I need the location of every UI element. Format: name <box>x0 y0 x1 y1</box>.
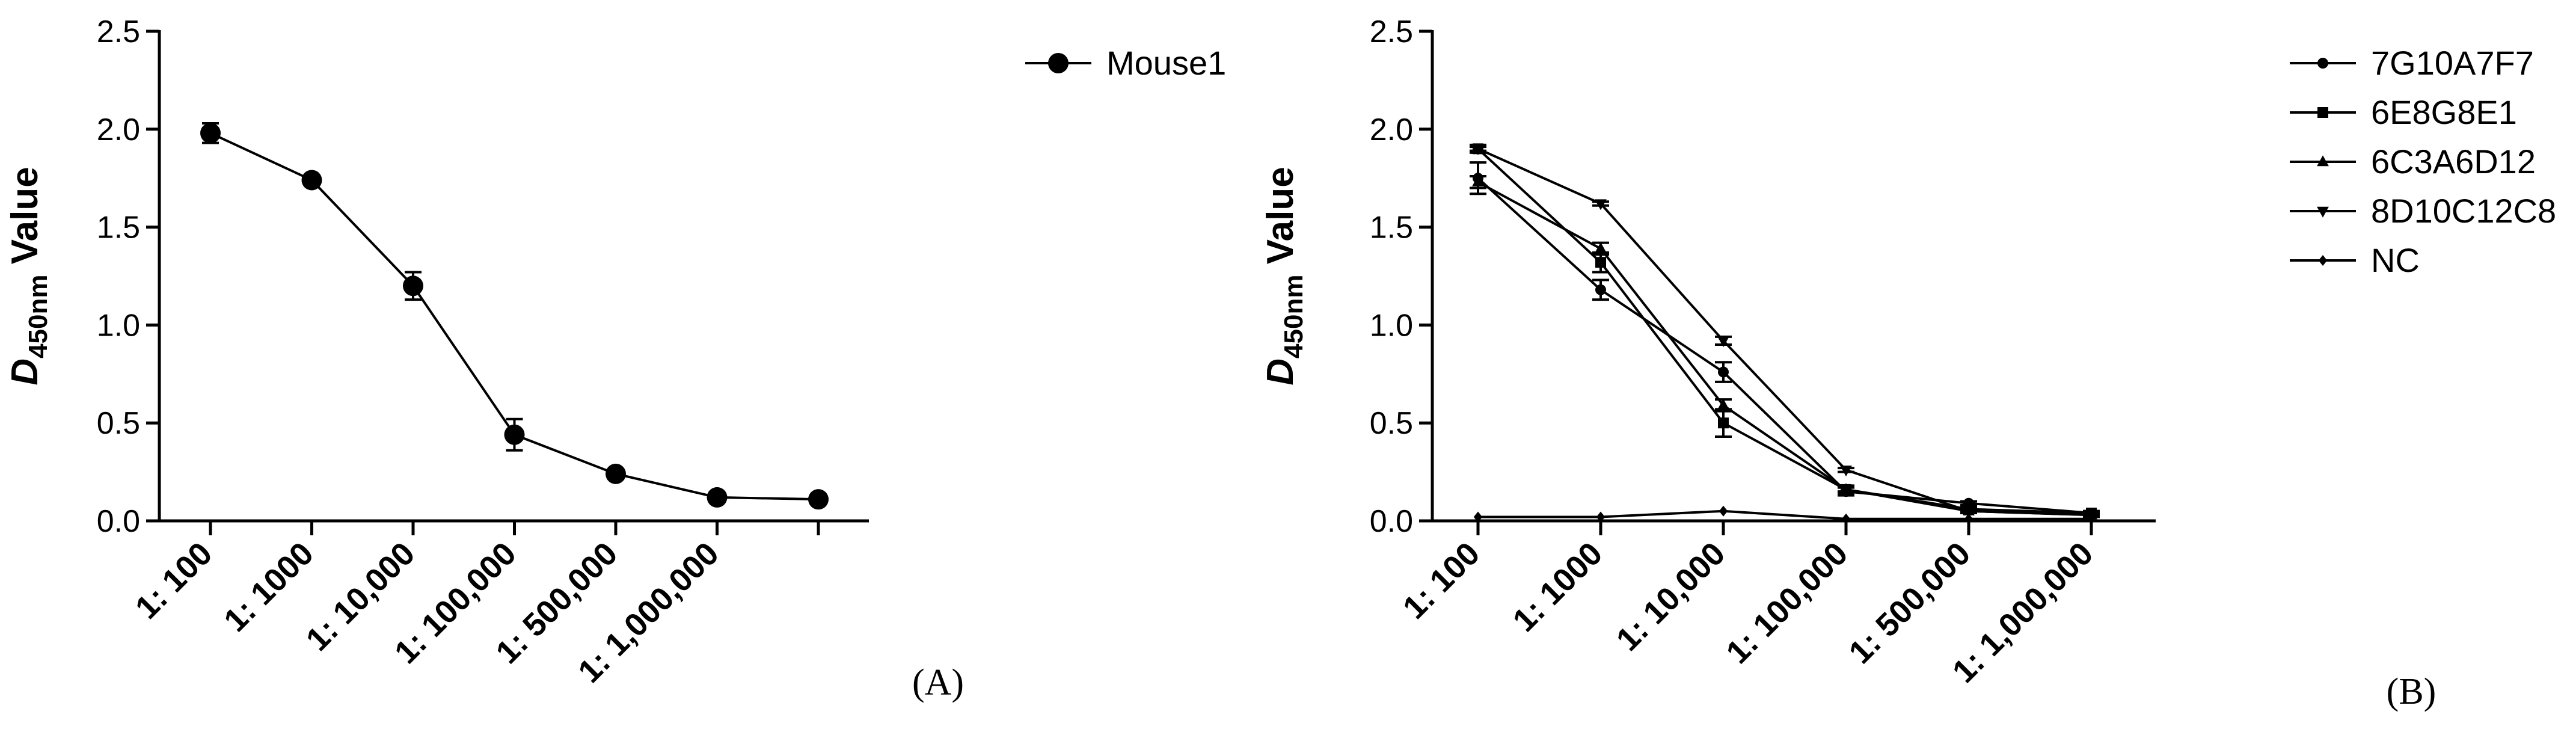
x-tick-label: 1: 1000 <box>1506 535 1610 639</box>
legend-item: NC <box>2290 241 2420 279</box>
legend-marker <box>2317 206 2329 218</box>
data-point <box>1840 466 1852 477</box>
data-point <box>1963 506 1975 518</box>
legend-label: 7G10A7F7 <box>2371 44 2534 82</box>
data-point <box>504 424 525 445</box>
data-point <box>1719 505 1728 517</box>
series-8D10C12C8 <box>1470 144 2100 522</box>
data-point <box>1964 513 1973 524</box>
y-axis-title: D450nm Value <box>1260 167 1308 385</box>
legend-label: 6E8G8E1 <box>2371 93 2517 131</box>
y-axis-title-sub: 450nm <box>1279 275 1308 358</box>
data-point <box>606 463 626 484</box>
data-point <box>1596 511 1605 523</box>
series-line <box>1477 180 2092 517</box>
y-tick-label: 0.5 <box>97 406 140 441</box>
legend-label: Mouse1 <box>1106 44 1226 82</box>
panel-label: (B) <box>2387 671 2436 712</box>
legend-marker <box>2318 255 2328 266</box>
data-point <box>808 489 829 510</box>
series-7G10A7F7 <box>1470 161 2100 518</box>
data-point <box>1595 199 1607 211</box>
legend-marker <box>1048 53 1069 73</box>
y-tick-label: 1.0 <box>1370 308 1413 343</box>
legend-item: 7G10A7F7 <box>2290 44 2534 82</box>
legend-marker <box>2317 155 2329 167</box>
y-axis-title: D450nm Value <box>4 167 53 385</box>
y-tick-label: 1.5 <box>97 211 140 245</box>
y-axis-title-main: D <box>4 358 46 386</box>
data-point <box>301 170 322 191</box>
data-point <box>707 487 728 508</box>
y-tick-label: 1.0 <box>97 308 140 343</box>
legend-marker <box>2317 58 2328 69</box>
panel-b: 0.0 0.5 1.0 1.5 2.0 2.5 1: 100 1: 1000 1: 10,000… <box>1260 14 2556 712</box>
series-Mouse1 <box>200 122 829 510</box>
y-tick-label: 2.5 <box>97 14 140 49</box>
y-axis-title-main: D <box>1260 358 1301 386</box>
data-point <box>403 275 423 297</box>
legend-label: 6C3A6D12 <box>2371 143 2536 180</box>
y-tick-label: 1.5 <box>1370 211 1413 245</box>
y-tick-label: 0.5 <box>1370 406 1413 441</box>
series-NC <box>1473 505 2096 524</box>
legend-label: 8D10C12C8 <box>2371 192 2556 230</box>
data-point <box>1472 144 1484 156</box>
data-point <box>1840 483 1852 494</box>
legend-item: 6C3A6D12 <box>2290 143 2536 180</box>
series-line <box>1478 509 2091 520</box>
data-point <box>1473 511 1483 523</box>
x-tick-label: 1: 10,000 <box>1610 535 1732 658</box>
data-point <box>1595 242 1607 253</box>
series-line <box>1477 147 2092 517</box>
data-point <box>2087 513 2096 524</box>
y-tick-label: 2.0 <box>97 112 140 147</box>
x-tick-label: 1: 500,000 <box>1842 535 1977 671</box>
data-point <box>1595 257 1606 268</box>
data-point <box>1717 399 1729 410</box>
panel-label: (A) <box>912 662 964 703</box>
legend-item: 8D10C12C8 <box>2290 192 2556 230</box>
x-tick-label: 1: 100,000 <box>1719 535 1854 671</box>
y-tick-label: 0.0 <box>97 504 140 539</box>
y-tick-label: 0.0 <box>1370 504 1413 539</box>
y-axis-title-tail: Value <box>1260 167 1301 274</box>
y-tick-label: 2.5 <box>1370 14 1413 49</box>
y-axis-title-sub: 450nm <box>23 275 53 358</box>
legend-item: Mouse1 <box>1025 44 1226 82</box>
x-tick-label: 1: 100 <box>129 535 219 626</box>
series-line <box>1477 147 2092 514</box>
series-6E8G8E1 <box>1470 143 2100 518</box>
data-point <box>1841 513 1851 524</box>
x-tick-label: 1: 100 <box>1396 535 1487 626</box>
data-point <box>1718 366 1729 378</box>
y-axis-title-tail: Value <box>4 167 46 274</box>
series-line <box>1477 177 2092 514</box>
legend-label: NC <box>2371 241 2420 279</box>
legend-marker <box>2317 107 2328 118</box>
data-point <box>1718 417 1729 429</box>
data-point <box>1472 175 1484 186</box>
x-tick-label: 1: 1000 <box>217 535 320 639</box>
data-point <box>1595 284 1606 295</box>
legend-item: 6E8G8E1 <box>2290 93 2517 131</box>
y-tick-label: 2.0 <box>1370 112 1413 147</box>
data-point <box>1717 336 1729 348</box>
data-point <box>200 123 221 144</box>
